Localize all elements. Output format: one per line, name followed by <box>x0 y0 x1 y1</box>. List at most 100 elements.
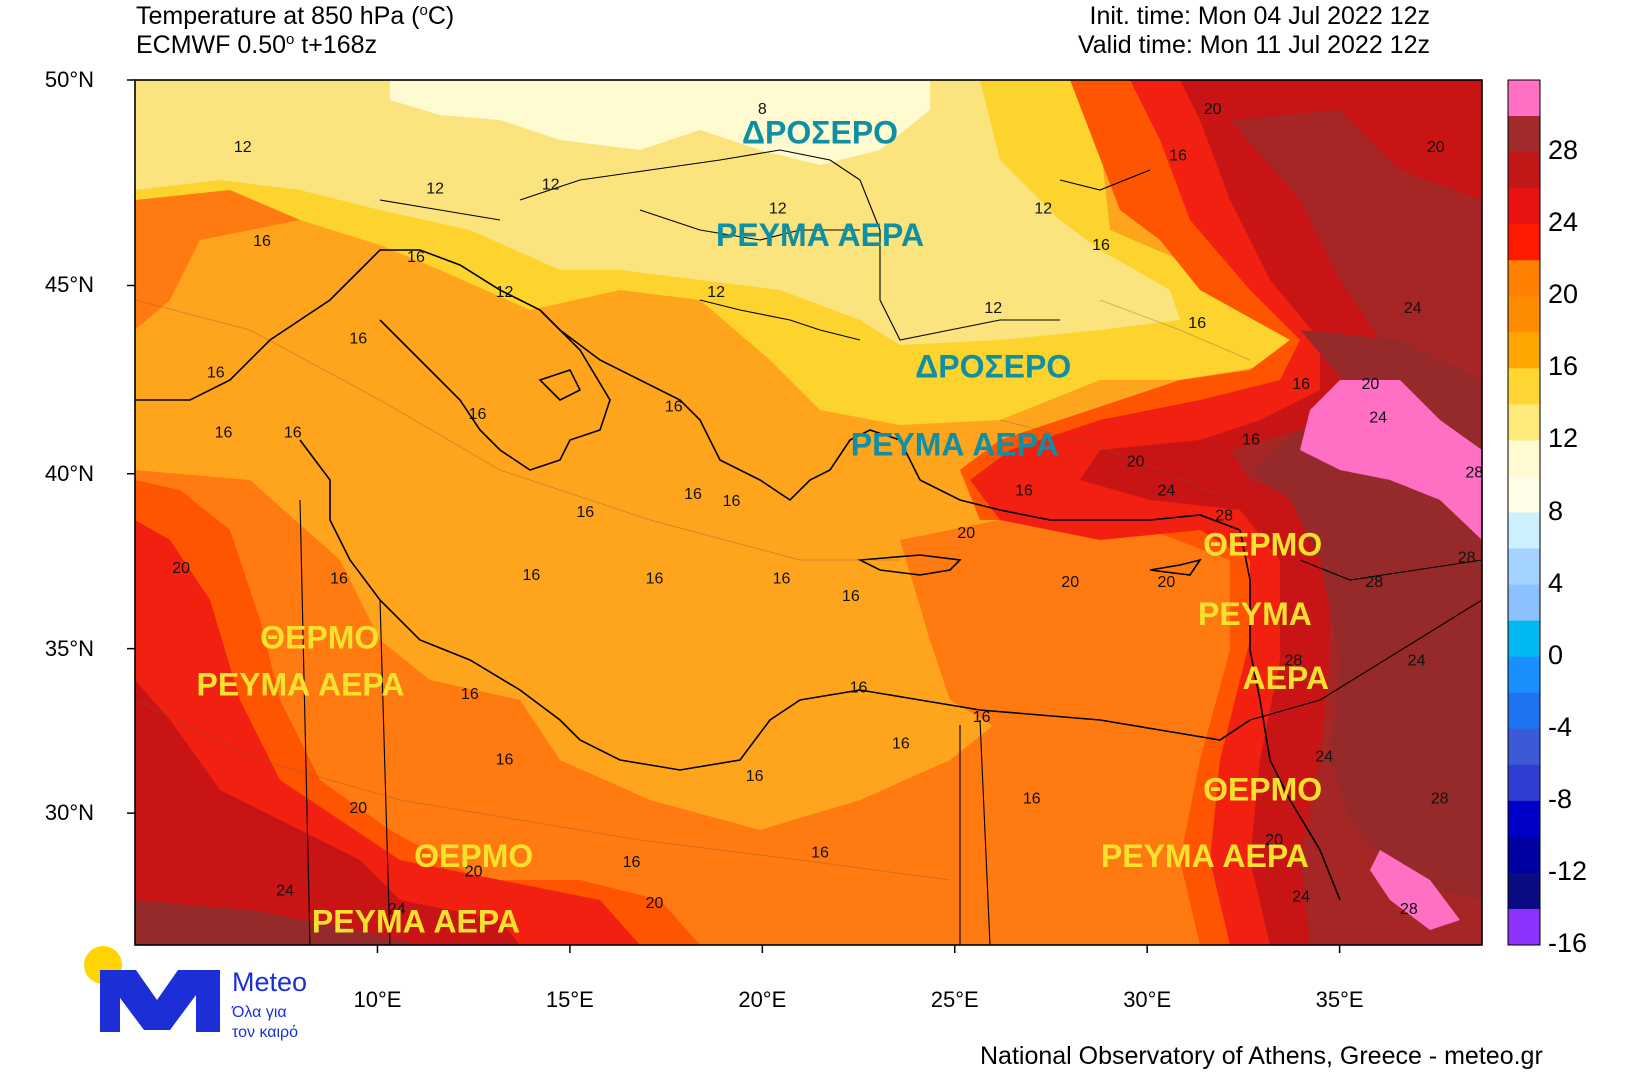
footer-credit: National Observatory of Athens, Greece -… <box>980 1042 1543 1070</box>
contour-label: 16 <box>1242 432 1260 449</box>
contour-label: 16 <box>207 365 225 382</box>
contour-label: 20 <box>1061 574 1079 591</box>
contour-label: 16 <box>850 679 868 696</box>
logo-tagline: Όλα για τον καιρό <box>232 1003 298 1043</box>
colorbar-label: 8 <box>1548 495 1564 526</box>
colorbar-label: 28 <box>1548 135 1579 166</box>
colorbar-swatch <box>1508 548 1540 586</box>
contour-label: 20 <box>1158 574 1176 591</box>
lon-label: 35°E <box>1315 987 1364 1012</box>
lon-label: 10°E <box>353 987 402 1012</box>
contour-label: 12 <box>496 284 514 301</box>
lat-label: 50°N <box>44 67 94 92</box>
colorbar-label: 0 <box>1548 639 1564 670</box>
colorbar-swatch <box>1508 872 1540 910</box>
contour-label: 24 <box>1408 653 1426 670</box>
contour-label: 28 <box>1465 464 1483 481</box>
contour-label: 28 <box>1285 653 1303 670</box>
overlay-annotation: ΘΕΡΜΟ <box>260 620 379 656</box>
contour-label: 24 <box>1315 748 1333 765</box>
overlay-annotation: ΘΕΡΜΟ <box>414 838 533 874</box>
contour-label: 12 <box>426 180 444 197</box>
colorbar-swatch <box>1508 260 1540 297</box>
contour-label: 16 <box>684 486 702 503</box>
field-band-30-pink <box>1300 380 1482 540</box>
contour-label: 16 <box>469 406 487 423</box>
colorbar <box>1507 79 1541 946</box>
meteo-logo-mark <box>84 946 220 1032</box>
colorbar-label: 16 <box>1548 351 1579 382</box>
contour-label: 20 <box>172 560 190 577</box>
overlay-annotation: ΡΕΥΜΑ ΑΕΡΑ <box>312 904 520 940</box>
colorbar-label: 24 <box>1548 207 1579 238</box>
colorbar-swatch <box>1508 620 1540 658</box>
contour-label: 20 <box>1427 139 1445 156</box>
contour-label: 16 <box>746 768 764 785</box>
contour-label: 16 <box>523 567 541 584</box>
colorbar-swatch <box>1508 836 1540 874</box>
contour-label: 20 <box>646 895 664 912</box>
overlay-annotation: ΑΕΡΑ <box>1242 660 1329 696</box>
contour-label: 28 <box>1400 901 1418 918</box>
contour-label: 16 <box>215 424 233 441</box>
time-info-block: Init. time: Mon 04 Jul 2022 12z Valid ti… <box>1078 2 1430 60</box>
contour-label: 12 <box>769 201 787 218</box>
contour-label: 24 <box>1369 410 1387 427</box>
overlay-annotation: ΘΕΡΜΟ <box>1203 527 1322 563</box>
colorbar-label: 12 <box>1548 423 1579 454</box>
lat-label: 45°N <box>44 272 94 298</box>
colorbar-swatch <box>1508 296 1540 333</box>
contour-label: 16 <box>576 504 594 521</box>
contour-label: 20 <box>957 525 975 542</box>
colorbar-swatch <box>1508 800 1540 838</box>
logo-wordmark: Meteo <box>232 967 308 997</box>
contour-label: 16 <box>1292 376 1310 393</box>
field-band-30-pink-south <box>1370 850 1460 930</box>
init-time: Init. time: Mon 04 Jul 2022 12z <box>1089 2 1430 30</box>
contour-label: 16 <box>407 249 425 266</box>
contour-label: 12 <box>707 284 725 301</box>
logo-tagline-line1: Όλα για <box>232 1004 287 1021</box>
colorbar-swatch <box>1508 476 1540 513</box>
contour-label: 16 <box>284 424 302 441</box>
lat-label: 30°N <box>44 800 94 826</box>
field-band-26-west <box>135 900 420 945</box>
colorbar-swatch <box>1508 224 1540 261</box>
contour-label: 16 <box>665 398 683 415</box>
contour-label: 16 <box>1015 482 1033 499</box>
contour-label: 28 <box>1365 574 1383 591</box>
contour-label: 20 <box>1361 376 1379 393</box>
contour-label: 24 <box>1158 482 1176 499</box>
contour-label: 20 <box>1127 453 1145 470</box>
contour-label: 28 <box>1458 550 1476 567</box>
colorbar-swatch <box>1508 656 1540 694</box>
contour-label: 20 <box>1265 832 1283 849</box>
colorbar-swatch <box>1508 584 1540 622</box>
contour-label: 16 <box>842 588 860 605</box>
overlay-annotation: ΡΕΥΜΑ <box>1198 596 1312 632</box>
contour-label: 24 <box>388 901 406 918</box>
contour-label: 16 <box>1092 237 1110 254</box>
lat-label: 40°N <box>44 460 94 486</box>
map-frame <box>134 79 1483 946</box>
axis-ticks <box>127 79 1341 953</box>
contour-label: 28 <box>1431 791 1449 808</box>
colorbar-swatch <box>1508 152 1540 189</box>
contour-label: 16 <box>253 233 271 250</box>
field-band-18-aegean <box>900 510 1260 740</box>
colorbar-swatch <box>1508 116 1540 153</box>
overlay-annotation: ΔΡΟΣΕΡΟ <box>742 115 898 151</box>
contour-label: 16 <box>811 845 829 862</box>
logo-tagline-line2: τον καιρό <box>232 1024 299 1041</box>
contour-label: 28 <box>1215 507 1233 524</box>
borders <box>299 149 1482 945</box>
contour-label: 12 <box>234 139 252 156</box>
field-band-18-west <box>135 190 300 330</box>
colorbar-label: -12 <box>1548 855 1588 886</box>
contour-label: 16 <box>349 331 367 348</box>
colorbar-swatch <box>1508 188 1540 225</box>
colorbar-label: 20 <box>1548 279 1579 310</box>
contour-label: 24 <box>1292 889 1310 906</box>
contour-label: 16 <box>973 709 991 726</box>
overlay-annotation: ΘΕΡΜΟ <box>1203 771 1322 807</box>
